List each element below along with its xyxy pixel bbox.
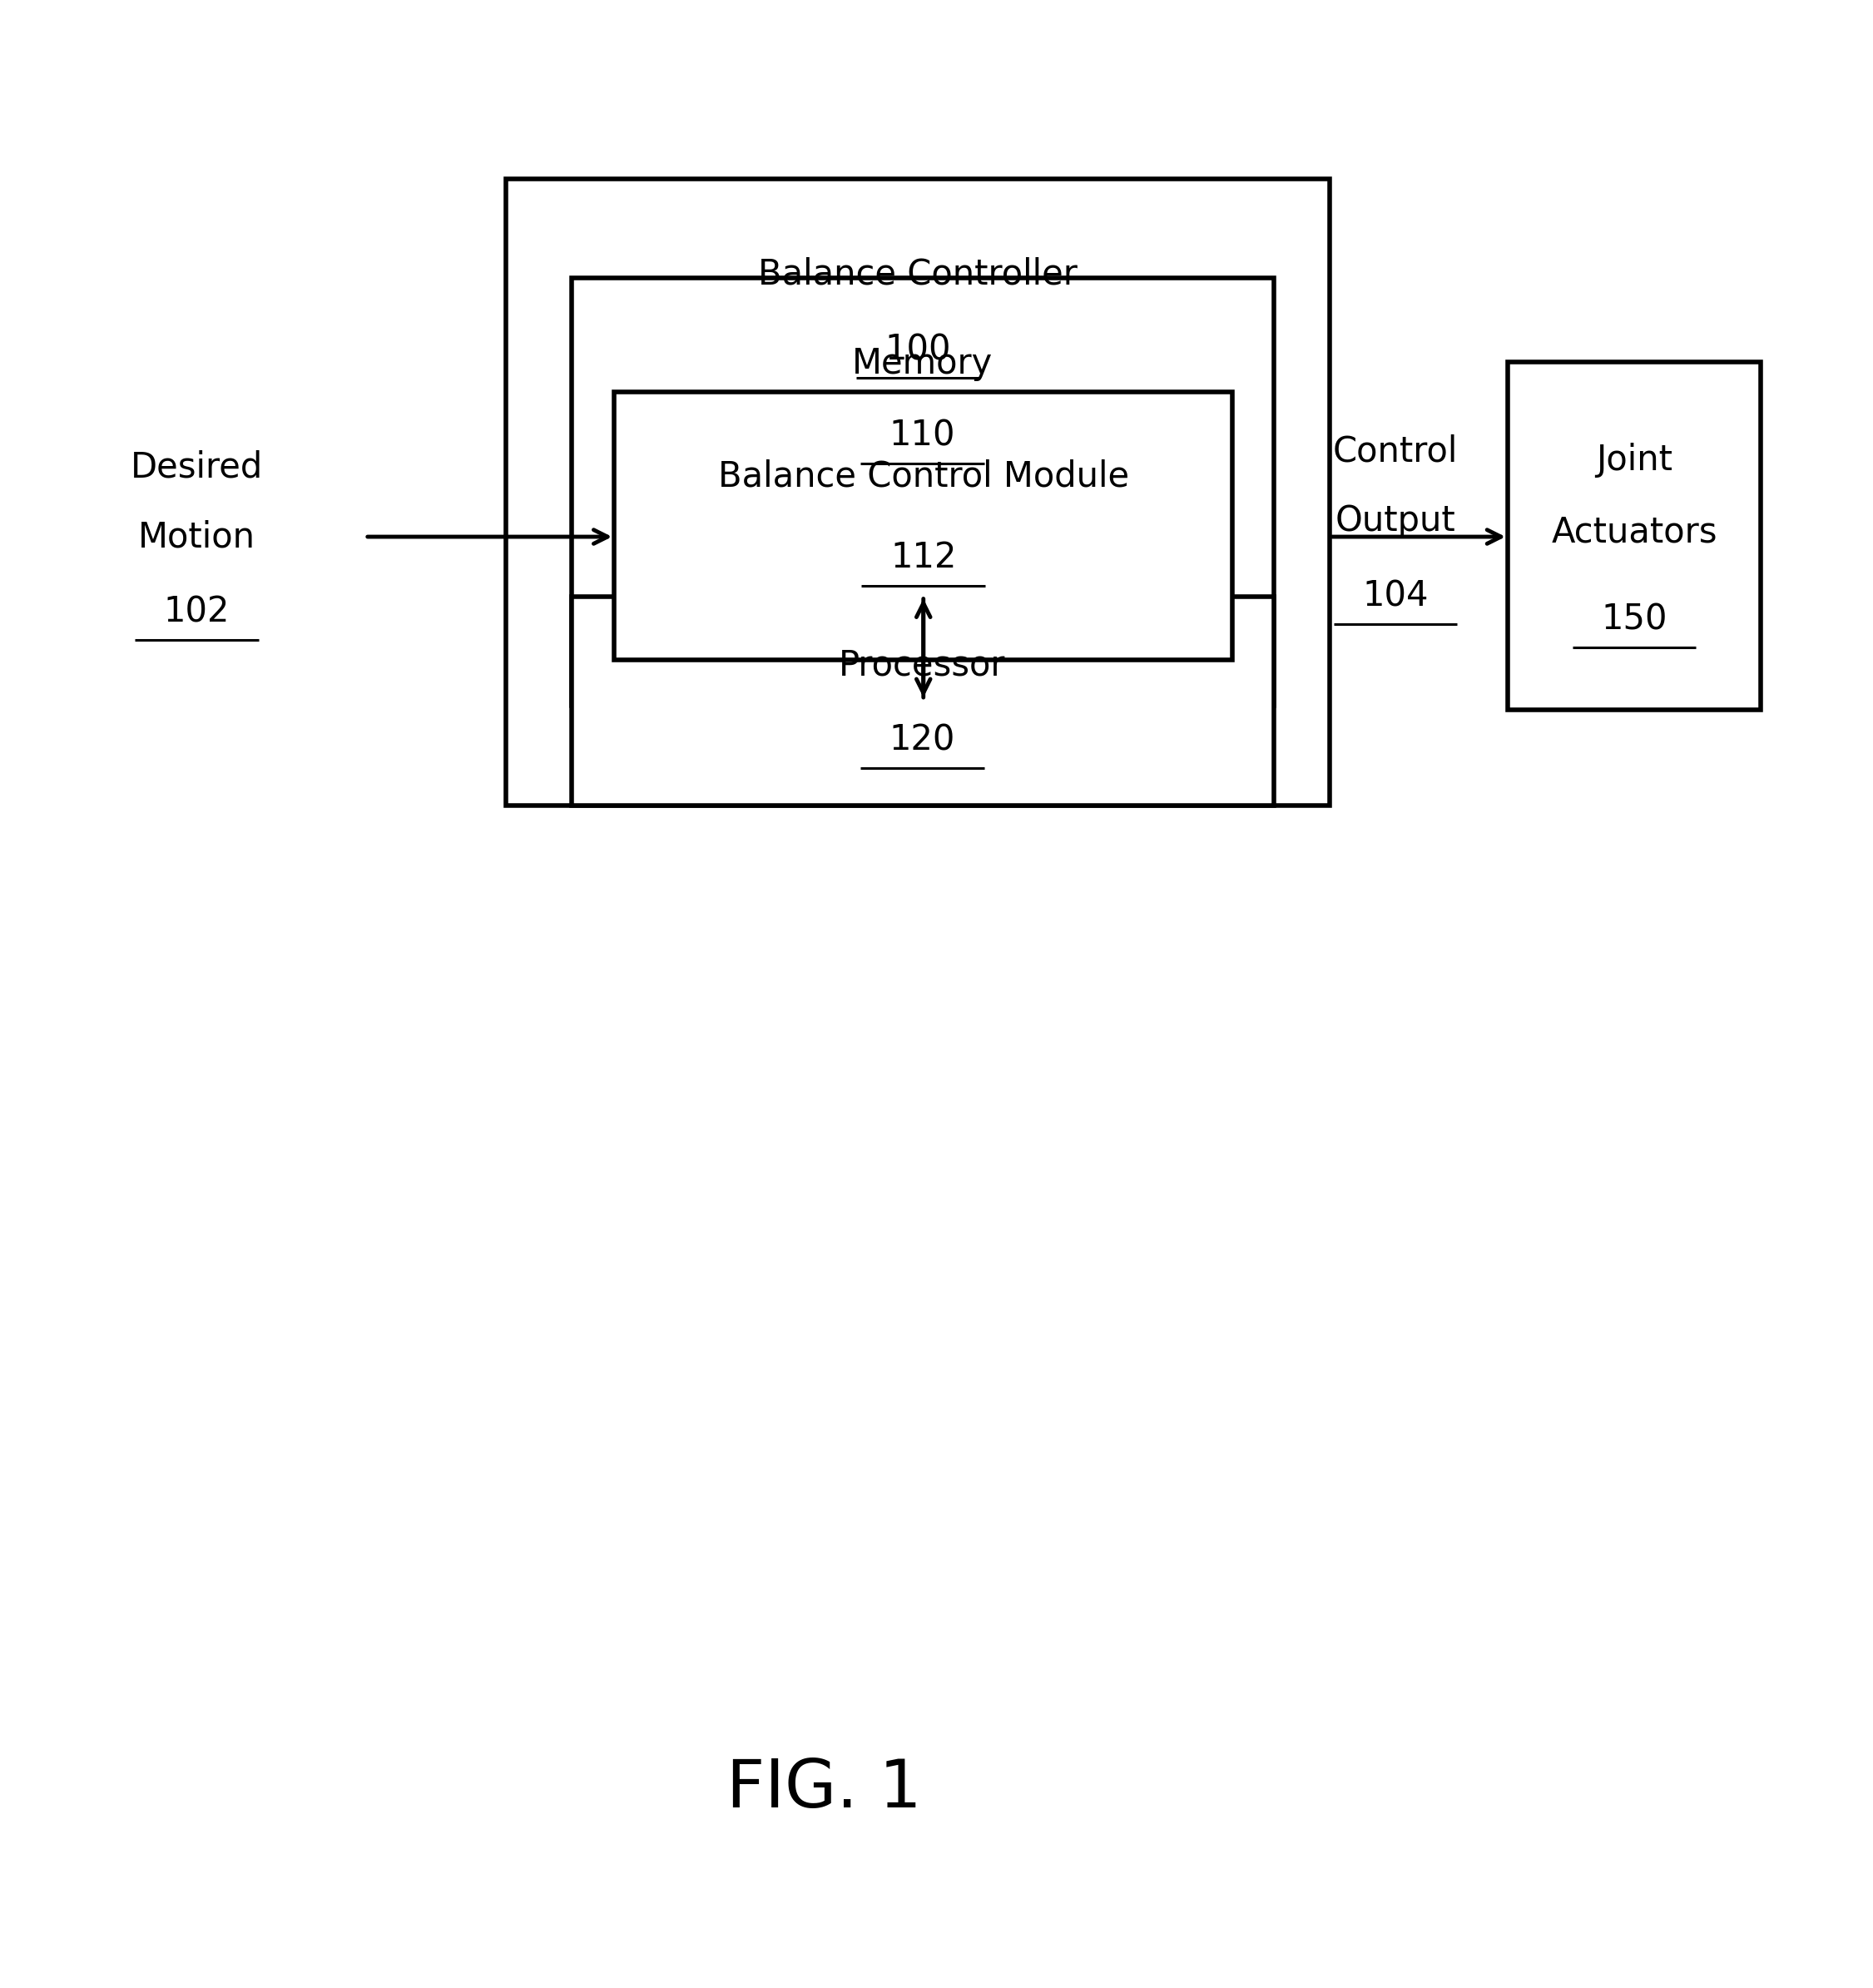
Text: 150: 150 — [1601, 602, 1667, 636]
Text: Output: Output — [1335, 503, 1455, 539]
Text: Balance Control Module: Balance Control Module — [717, 459, 1129, 493]
Text: FIG. 1: FIG. 1 — [727, 1757, 922, 1821]
Bar — [571, 596, 1274, 805]
Bar — [506, 179, 1330, 805]
Text: 120: 120 — [890, 724, 955, 757]
Bar — [1508, 362, 1761, 710]
Bar — [614, 392, 1232, 660]
Text: Processor: Processor — [839, 648, 1006, 682]
Text: 104: 104 — [1362, 579, 1429, 614]
Text: Joint: Joint — [1596, 443, 1673, 477]
Text: 102: 102 — [163, 594, 230, 630]
Text: 110: 110 — [890, 417, 955, 453]
Text: 100: 100 — [884, 332, 951, 368]
Text: Motion: Motion — [139, 519, 255, 555]
Text: Balance Controller: Balance Controller — [759, 256, 1077, 292]
Text: Control: Control — [1334, 433, 1457, 469]
Text: Memory: Memory — [852, 346, 993, 382]
Text: Actuators: Actuators — [1551, 515, 1718, 549]
Text: 112: 112 — [890, 541, 957, 575]
Bar — [571, 278, 1274, 706]
Text: Desired: Desired — [131, 449, 262, 485]
